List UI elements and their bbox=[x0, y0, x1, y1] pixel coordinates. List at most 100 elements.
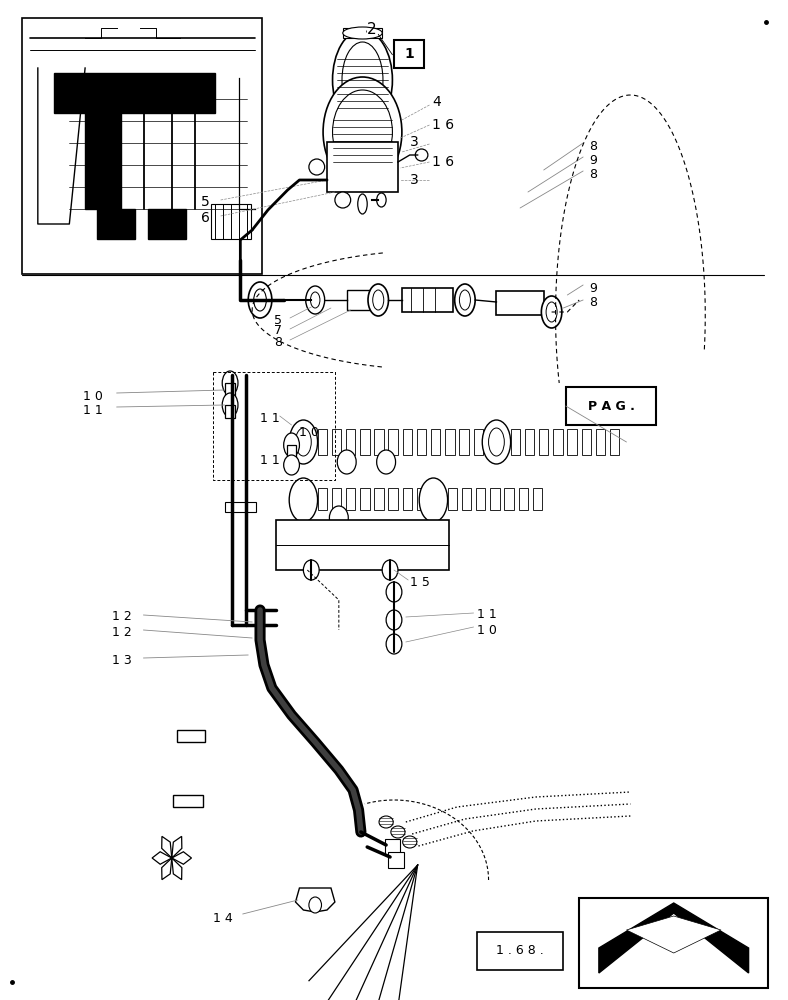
Bar bbox=[596, 429, 605, 455]
Bar bbox=[417, 429, 426, 455]
Ellipse shape bbox=[368, 284, 388, 316]
Ellipse shape bbox=[309, 897, 322, 913]
Polygon shape bbox=[152, 852, 172, 864]
Text: 1 2: 1 2 bbox=[112, 626, 132, 640]
Ellipse shape bbox=[284, 455, 299, 475]
Text: 8: 8 bbox=[589, 167, 597, 180]
Text: 1 3: 1 3 bbox=[112, 654, 132, 666]
Bar bbox=[496, 291, 544, 315]
Bar bbox=[448, 488, 457, 510]
Bar bbox=[385, 839, 400, 855]
Ellipse shape bbox=[541, 296, 562, 328]
Bar bbox=[388, 429, 398, 455]
Bar bbox=[402, 288, 453, 312]
Text: 1: 1 bbox=[404, 47, 414, 61]
Text: 8: 8 bbox=[274, 336, 282, 349]
Bar bbox=[445, 429, 455, 455]
Bar bbox=[504, 488, 514, 510]
Bar bbox=[287, 445, 296, 458]
Ellipse shape bbox=[222, 393, 238, 417]
Text: 8: 8 bbox=[589, 296, 597, 308]
Bar bbox=[374, 488, 384, 510]
Text: 3: 3 bbox=[410, 173, 418, 187]
Bar bbox=[579, 898, 768, 988]
Text: 5: 5 bbox=[274, 314, 282, 326]
Bar bbox=[343, 28, 382, 38]
Text: 1 0: 1 0 bbox=[477, 624, 496, 637]
Text: 1 2: 1 2 bbox=[112, 610, 132, 624]
Ellipse shape bbox=[333, 90, 392, 174]
Ellipse shape bbox=[296, 428, 311, 456]
Ellipse shape bbox=[386, 610, 402, 630]
Text: 8: 8 bbox=[589, 139, 597, 152]
Polygon shape bbox=[172, 852, 191, 864]
Polygon shape bbox=[162, 858, 172, 880]
Bar bbox=[566, 387, 656, 425]
Ellipse shape bbox=[459, 290, 470, 310]
Bar bbox=[388, 852, 404, 868]
Bar bbox=[360, 488, 370, 510]
Ellipse shape bbox=[403, 836, 417, 848]
Ellipse shape bbox=[222, 371, 238, 395]
Ellipse shape bbox=[391, 826, 405, 838]
Bar bbox=[417, 488, 426, 510]
Ellipse shape bbox=[377, 193, 386, 207]
Polygon shape bbox=[296, 888, 335, 912]
Bar bbox=[533, 488, 542, 510]
Text: 1 1: 1 1 bbox=[260, 454, 280, 466]
Bar bbox=[567, 429, 577, 455]
Polygon shape bbox=[177, 730, 205, 742]
Bar bbox=[476, 488, 485, 510]
Bar bbox=[553, 429, 563, 455]
Ellipse shape bbox=[386, 582, 402, 602]
Ellipse shape bbox=[455, 284, 475, 316]
Bar bbox=[403, 429, 412, 455]
Text: 3: 3 bbox=[410, 135, 418, 149]
Bar bbox=[54, 73, 215, 113]
Polygon shape bbox=[599, 903, 749, 973]
Ellipse shape bbox=[284, 433, 299, 457]
Bar bbox=[347, 290, 370, 310]
Ellipse shape bbox=[482, 420, 511, 464]
Text: 1 6: 1 6 bbox=[432, 155, 454, 169]
Ellipse shape bbox=[335, 192, 351, 208]
Ellipse shape bbox=[415, 149, 428, 161]
Bar bbox=[394, 40, 424, 68]
Ellipse shape bbox=[289, 478, 318, 522]
Bar bbox=[388, 488, 398, 510]
Bar bbox=[318, 488, 327, 510]
Bar bbox=[148, 209, 186, 239]
Bar bbox=[490, 488, 500, 510]
Ellipse shape bbox=[343, 27, 382, 39]
Ellipse shape bbox=[289, 420, 318, 464]
Bar bbox=[582, 429, 591, 455]
Ellipse shape bbox=[546, 302, 557, 322]
Bar bbox=[318, 429, 327, 455]
Bar bbox=[459, 429, 469, 455]
Text: 1 1: 1 1 bbox=[477, 608, 496, 621]
Bar bbox=[519, 488, 528, 510]
Bar bbox=[225, 502, 256, 512]
Polygon shape bbox=[85, 113, 121, 209]
Bar bbox=[97, 209, 135, 239]
Text: 6: 6 bbox=[201, 211, 210, 225]
Polygon shape bbox=[173, 795, 203, 807]
Bar bbox=[332, 488, 341, 510]
Text: 7: 7 bbox=[274, 324, 282, 338]
Text: 4: 4 bbox=[432, 95, 440, 109]
Ellipse shape bbox=[306, 286, 325, 314]
Bar bbox=[462, 488, 471, 510]
Ellipse shape bbox=[377, 450, 396, 474]
Bar bbox=[360, 429, 370, 455]
Bar bbox=[431, 429, 440, 455]
Text: 1 0: 1 0 bbox=[299, 426, 319, 438]
Bar bbox=[511, 429, 520, 455]
Bar bbox=[346, 429, 355, 455]
Ellipse shape bbox=[254, 289, 266, 311]
Text: 1 0: 1 0 bbox=[83, 389, 102, 402]
Text: 9: 9 bbox=[589, 153, 597, 166]
Polygon shape bbox=[172, 858, 182, 880]
Text: 5: 5 bbox=[201, 195, 210, 209]
Ellipse shape bbox=[489, 428, 504, 456]
Bar bbox=[225, 383, 235, 396]
